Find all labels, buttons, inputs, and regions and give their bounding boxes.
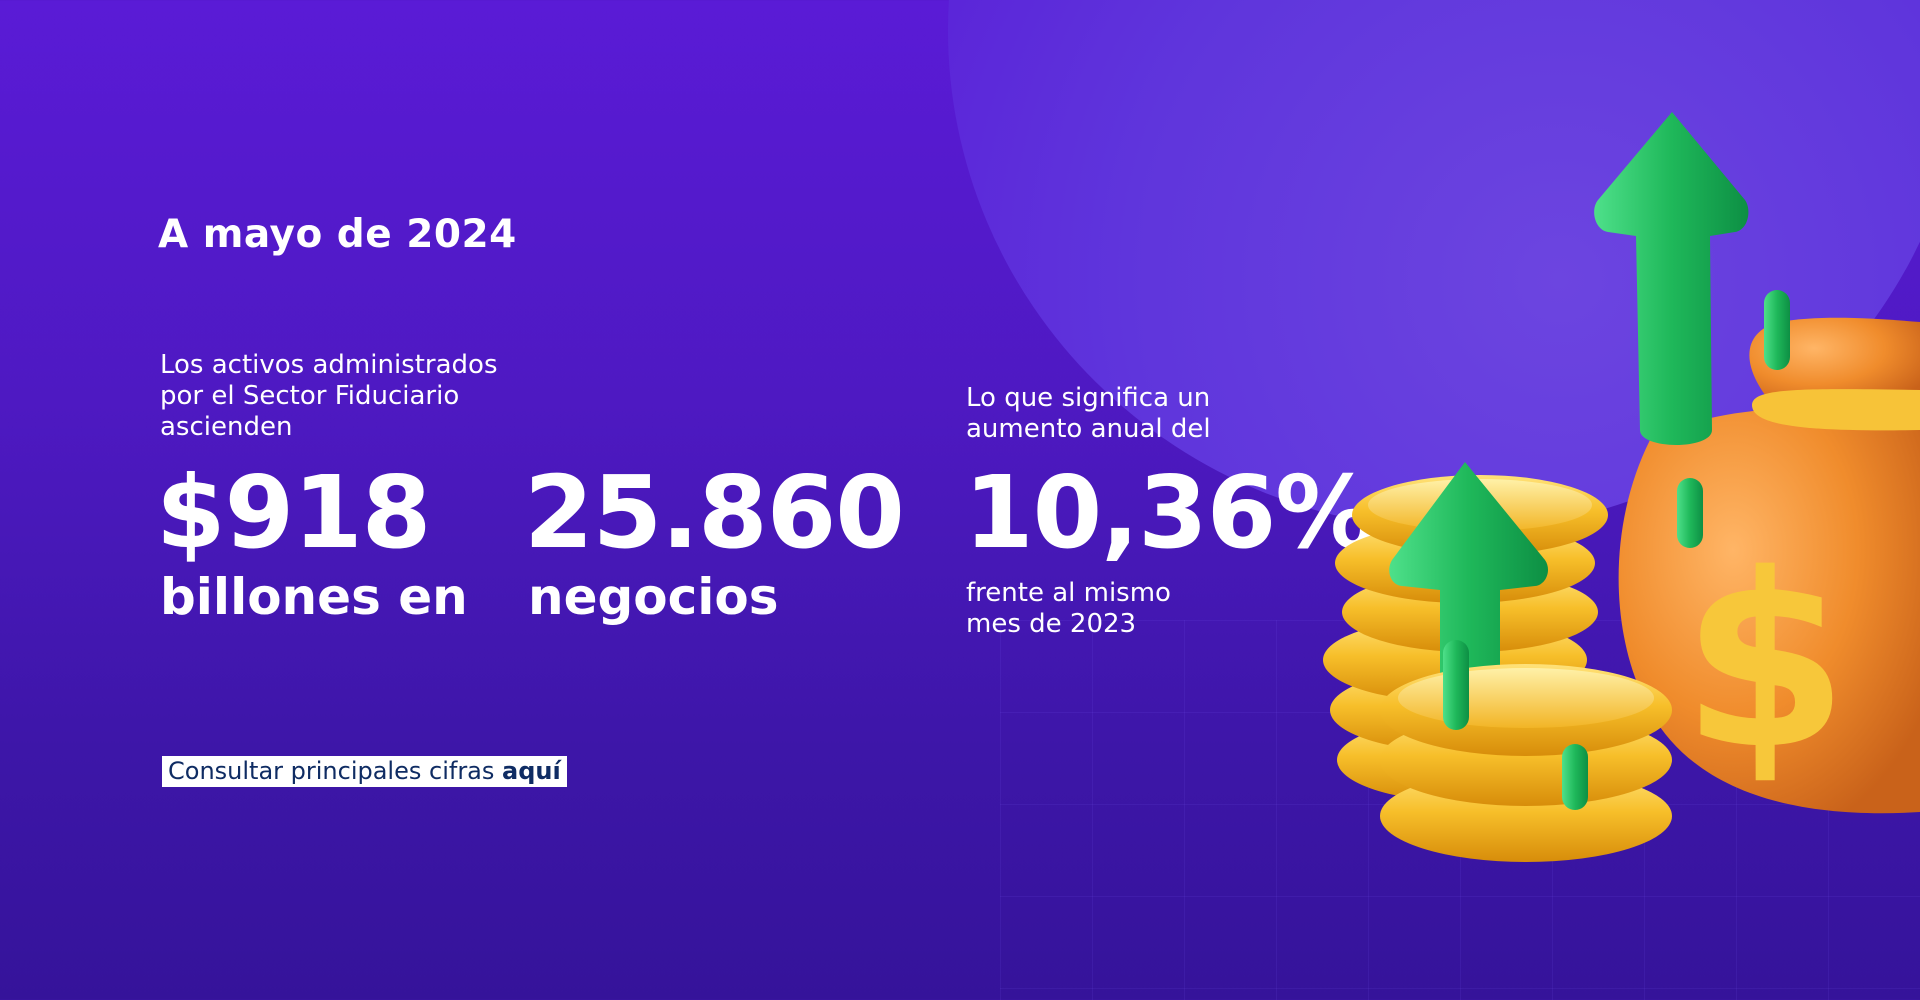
assets-value: $918: [156, 454, 431, 571]
consult-figures-link[interactable]: Consultar principales cifras aquí: [162, 756, 567, 787]
business-count: 25.860: [524, 454, 905, 571]
dollar-sign-icon: $: [1682, 522, 1849, 802]
page-title: A mayo de 2024: [158, 212, 517, 257]
here-link[interactable]: aquí: [502, 757, 561, 785]
money-bag-icon: $: [1618, 317, 1920, 814]
business-unit: negocios: [528, 568, 779, 626]
coin-stack-icon: [1380, 640, 1672, 862]
dollar-sign: $: [1682, 522, 1849, 802]
up-arrow-icon: [1594, 112, 1790, 548]
assets-unit: billones en: [160, 568, 468, 626]
increase-comparison: frente al mismo mes de 2023: [966, 578, 1171, 639]
up-arrow-icon: [1389, 462, 1549, 747]
assets-description: Los activos administrados por el Sector …: [160, 350, 498, 442]
increase-description: Lo que significa un aumento anual del: [966, 383, 1211, 444]
increase-value: 10,36%: [964, 454, 1376, 571]
consult-figures-label: Consultar principales cifras: [168, 757, 495, 785]
